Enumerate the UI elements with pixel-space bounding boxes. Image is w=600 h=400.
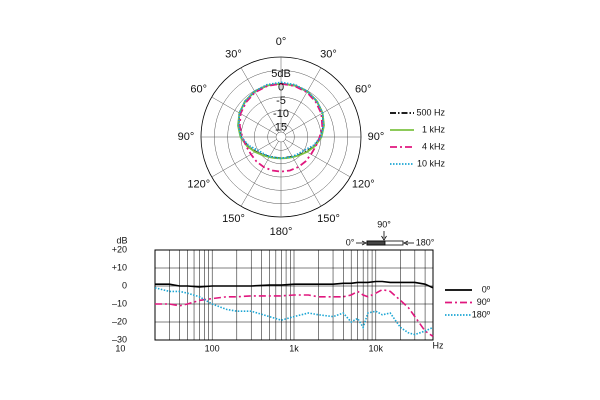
x-tick-label: 100 <box>205 343 220 353</box>
y-tick-label: –20 <box>112 316 127 326</box>
legend-label: 90º <box>477 297 491 307</box>
angle-label: 120° <box>187 178 210 190</box>
y-tick-label: +20 <box>112 244 127 254</box>
angle-label: 150° <box>317 213 340 225</box>
spoke <box>283 67 322 133</box>
polar-line <box>238 82 324 173</box>
legend-label: 4 kHz <box>422 141 446 151</box>
line <box>155 280 434 289</box>
spoke <box>211 96 277 135</box>
r-tick-label: -5 <box>276 95 286 107</box>
spoke <box>285 96 351 135</box>
angle-label: 150° <box>222 213 245 225</box>
y-tick-label: 0 <box>122 280 127 290</box>
mic-icon <box>366 240 386 246</box>
angle-label: 60° <box>355 83 372 95</box>
angle-label: 30° <box>225 49 242 61</box>
arrow-head <box>381 235 387 241</box>
polar-line <box>237 81 325 160</box>
plot-frame <box>154 249 434 341</box>
legend-label: 0º <box>482 284 491 294</box>
angle-label: 180° <box>270 226 293 238</box>
y-tick-label: –30 <box>112 334 127 344</box>
annotation: 0° <box>346 237 355 247</box>
annotation: 180° <box>416 237 435 247</box>
arrow-head <box>403 240 409 246</box>
x-axis-label: Hz <box>433 340 444 350</box>
r-tick-label: 15 <box>275 122 287 134</box>
y-tick-label: +10 <box>112 262 127 272</box>
spoke <box>240 67 279 133</box>
spoke <box>285 139 351 178</box>
legend-label: 500 Hz <box>416 107 445 117</box>
y-tick-label: –10 <box>112 298 127 308</box>
r-tick-label: -10 <box>273 108 289 120</box>
x-tick-label: 10k <box>369 343 384 353</box>
line <box>154 287 434 336</box>
y-axis-label: dB <box>116 235 127 245</box>
r-tick-label: 0 <box>278 82 284 94</box>
legend-label: 180º <box>472 309 491 319</box>
annotation: 90° <box>377 219 391 229</box>
angle-label: 60° <box>190 83 207 95</box>
spoke <box>283 141 322 207</box>
angle-label: 120° <box>352 178 375 190</box>
arrow-head <box>361 240 367 246</box>
spoke <box>240 141 279 207</box>
angle-label: 0° <box>276 36 287 48</box>
r-tick-label: 5dB <box>271 68 291 80</box>
spoke <box>211 139 277 178</box>
angle-label: 30° <box>320 49 337 61</box>
legend-label: 10 kHz <box>417 158 446 168</box>
x-tick-label: 10 <box>115 343 125 353</box>
x-tick-label: 1k <box>289 343 299 353</box>
angle-label: 90° <box>368 131 385 143</box>
angle-label: 90° <box>178 131 195 143</box>
legend-label: 1 kHz <box>422 124 446 134</box>
line <box>155 288 434 338</box>
frequency-annotation <box>356 231 414 246</box>
